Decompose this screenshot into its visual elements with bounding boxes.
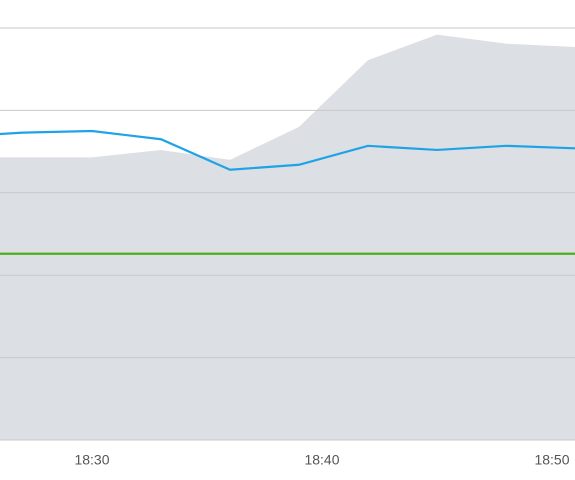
x-tick-label: 18:30	[74, 452, 109, 468]
plot-area	[0, 34, 575, 440]
line	[0, 129, 575, 171]
x-tick-label: 18:40	[304, 452, 339, 468]
x-tick-label: 18:50	[534, 452, 569, 468]
area	[0, 34, 575, 440]
